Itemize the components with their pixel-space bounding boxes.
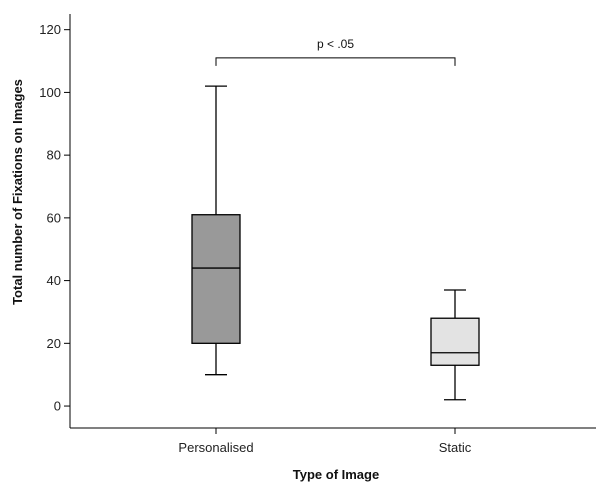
boxes — [191, 85, 480, 401]
y-axis-label: Total number of Fixations on Images — [10, 79, 25, 305]
x-axis-label: Type of Image — [293, 467, 379, 482]
y-tick-label: 40 — [47, 273, 61, 288]
box-static — [430, 289, 480, 401]
y-tick-label: 60 — [47, 210, 61, 225]
y-tick-label: 100 — [39, 85, 61, 100]
x-axis: Personalised Static — [70, 427, 596, 455]
significance-bracket — [215, 57, 456, 66]
box-personalised — [191, 85, 241, 376]
iqr-box — [430, 317, 480, 366]
iqr-box — [191, 214, 241, 344]
y-tick-label: 80 — [47, 148, 61, 163]
y-tick-label: 20 — [47, 336, 61, 351]
significance-annotation: p < .05 — [215, 37, 456, 66]
significance-label: p < .05 — [317, 37, 354, 51]
y-tick-label: 0 — [54, 399, 61, 414]
x-tick-label: Personalised — [178, 440, 253, 455]
x-tick-label: Static — [439, 440, 472, 455]
y-axis: 0 20 40 60 80 100 120 — [39, 14, 71, 428]
y-tick-label: 120 — [39, 22, 61, 37]
